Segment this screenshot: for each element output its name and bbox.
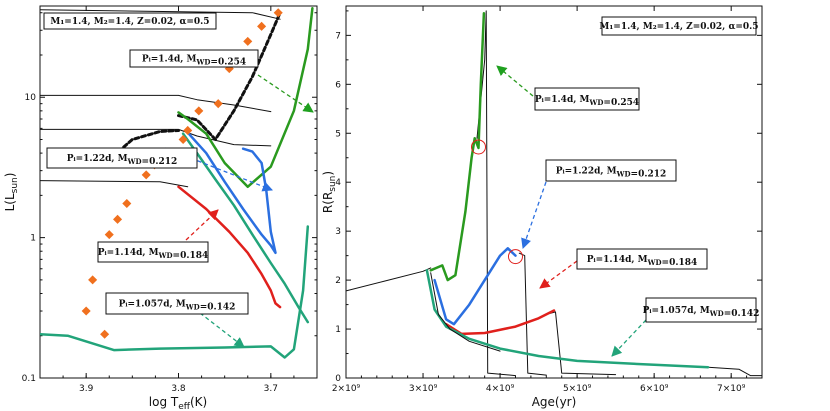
hr-series-line: [40, 180, 189, 188]
x-tick-label: 3.7: [264, 384, 278, 394]
annotation-label: Pᵢ=1.14d, MWD=0.184: [587, 255, 698, 268]
x-tick-label: 2×10⁹: [332, 384, 361, 394]
y-tick-label: 4: [335, 178, 341, 188]
annotation-label: Pᵢ=1.22d, MWD=0.212: [556, 167, 667, 180]
annotation-arrow: [521, 181, 547, 249]
y-tick-label: 6: [335, 80, 341, 90]
y-tick-label: 0: [335, 374, 341, 384]
y-tick-label: 10: [25, 93, 37, 103]
y-tick-label: 0.1: [22, 374, 36, 384]
annotation-box: [545, 159, 677, 182]
radius-ticks: 2×10⁹ 3×10⁹ 4×10⁹ 5×10⁹ 6×10⁹ 7×10⁹ 0 1 2 3 4 5 6 7: [332, 6, 763, 394]
annotation-box: [105, 292, 249, 315]
observed-point: [243, 36, 253, 46]
annotation-label: Pᵢ=1.14d, MWD=0.184: [98, 248, 209, 261]
annotation-box: [46, 147, 198, 169]
observed-point: [141, 170, 151, 180]
annotation-box: [129, 49, 259, 68]
annotation-arrow: [185, 209, 219, 241]
annotation-label: Pᵢ=1.4d, MWD=0.254: [142, 55, 246, 68]
annotation-box: [43, 12, 217, 30]
annotation-arrow: [199, 312, 245, 348]
x-tick-label: 3.8: [171, 384, 186, 394]
radius-series-line: [433, 247, 517, 326]
y-tick-label: 5: [335, 129, 341, 139]
annotation-box: [534, 87, 640, 111]
radius-x-axis-label: Age(yr): [532, 395, 577, 409]
radius-y-axis-label: R(Rsun): [321, 171, 338, 213]
observed-point: [178, 134, 188, 145]
annotation-label: M₁=1.4, M₂=1.4, Z=0.02, α=0.5: [50, 17, 209, 27]
hr-series-line: [40, 128, 272, 147]
y-tick-label: 1: [30, 234, 36, 244]
x-tick-label: 4×10⁹: [486, 384, 515, 394]
annotation-arrow: [257, 74, 314, 113]
hr-series-line: [117, 129, 180, 154]
observed-point: [183, 125, 193, 135]
radius-arrows: [496, 65, 647, 357]
observed-point: [88, 275, 98, 285]
observed-point: [81, 306, 91, 316]
radius-series-line: [707, 366, 762, 377]
hr-series-line: [40, 9, 281, 20]
observed-point: [113, 214, 123, 224]
annotation-box: [97, 241, 209, 263]
observed-point: [257, 21, 267, 31]
radius-age-panel: 2×10⁹ 3×10⁹ 4×10⁹ 5×10⁹ 6×10⁹ 7×10⁹ 0 1 2 3 4 5 6 7 M…: [321, 5, 763, 409]
observed-point: [213, 99, 223, 109]
radius-plot-frame: [345, 5, 763, 379]
radius-curves: [346, 10, 762, 377]
hr-series-line: [40, 225, 310, 359]
annotation-label: Pᵢ=1.057d, MWD=0.142: [643, 306, 760, 319]
annotation-label: Pᵢ=1.4d, MWD=0.254: [535, 95, 639, 108]
hr-series-line: [177, 11, 282, 141]
y-tick-label: 3: [335, 227, 341, 237]
hr-diagram-panel: 3.9 3.8 3.7 0.1 1 10 M₁=1.4, M₂=1.4, Z=0.02, …: [3, 5, 318, 411]
observed-point: [273, 8, 283, 18]
x-tick-label: 3.9: [79, 384, 94, 394]
x-tick-label: 7×10⁹: [717, 384, 746, 394]
hr-y-axis-label: L(Lsun): [3, 173, 20, 212]
hr-series-line: [181, 132, 310, 324]
y-tick-label: 1: [335, 325, 341, 335]
x-tick-label: 3×10⁹: [409, 384, 438, 394]
radius-marker-circle: [471, 139, 487, 155]
annotation-box: [576, 248, 708, 270]
hr-arrows: [164, 74, 314, 348]
radius-series-line: [429, 12, 486, 282]
annotation-label: Pᵢ=1.22d, MWD=0.212: [67, 154, 178, 167]
hr-series-line: [186, 131, 277, 255]
hr-series-line: [40, 94, 272, 113]
annotation-label: M₁=1.4, M₂=1.4, Z=0.02, α=0.5: [599, 22, 758, 32]
observed-point: [104, 230, 114, 240]
radius-series-line: [430, 272, 501, 352]
x-tick-label: 6×10⁹: [640, 384, 669, 394]
annotation-arrow: [496, 65, 534, 97]
hr-annotations: M₁=1.4, M₂=1.4, Z=0.02, α=0.5 Pᵢ=1.4d, MW…: [43, 12, 259, 315]
observed-point: [100, 329, 110, 339]
observed-point: [194, 106, 204, 116]
y-tick-label: 2: [335, 276, 341, 286]
observed-point: [122, 198, 132, 209]
annotation-arrow: [611, 319, 647, 357]
annotation-arrow: [539, 260, 578, 289]
annotation-box: [601, 16, 757, 36]
hr-series-line: [177, 7, 314, 189]
radius-annotations: M₁=1.4, M₂=1.4, Z=0.02, α=0.5 Pᵢ=1.4d, MW…: [534, 16, 760, 323]
radius-series-line: [545, 311, 617, 376]
hr-x-axis-label: log Teff(K): [149, 395, 207, 411]
y-tick-label: 7: [335, 31, 341, 41]
annotation-label: Pᵢ=1.057d, MWD=0.142: [119, 300, 236, 313]
radius-markers: [471, 139, 523, 265]
radius-series-line: [346, 267, 432, 292]
x-tick-label: 5×10⁹: [563, 384, 592, 394]
annotation-arrow: [164, 147, 273, 192]
hr-ticks: 3.9 3.8 3.7 0.1 1 10: [22, 6, 318, 394]
radius-series-line: [476, 10, 516, 377]
annotation-box: [645, 297, 757, 323]
radius-marker-circle: [507, 249, 523, 265]
